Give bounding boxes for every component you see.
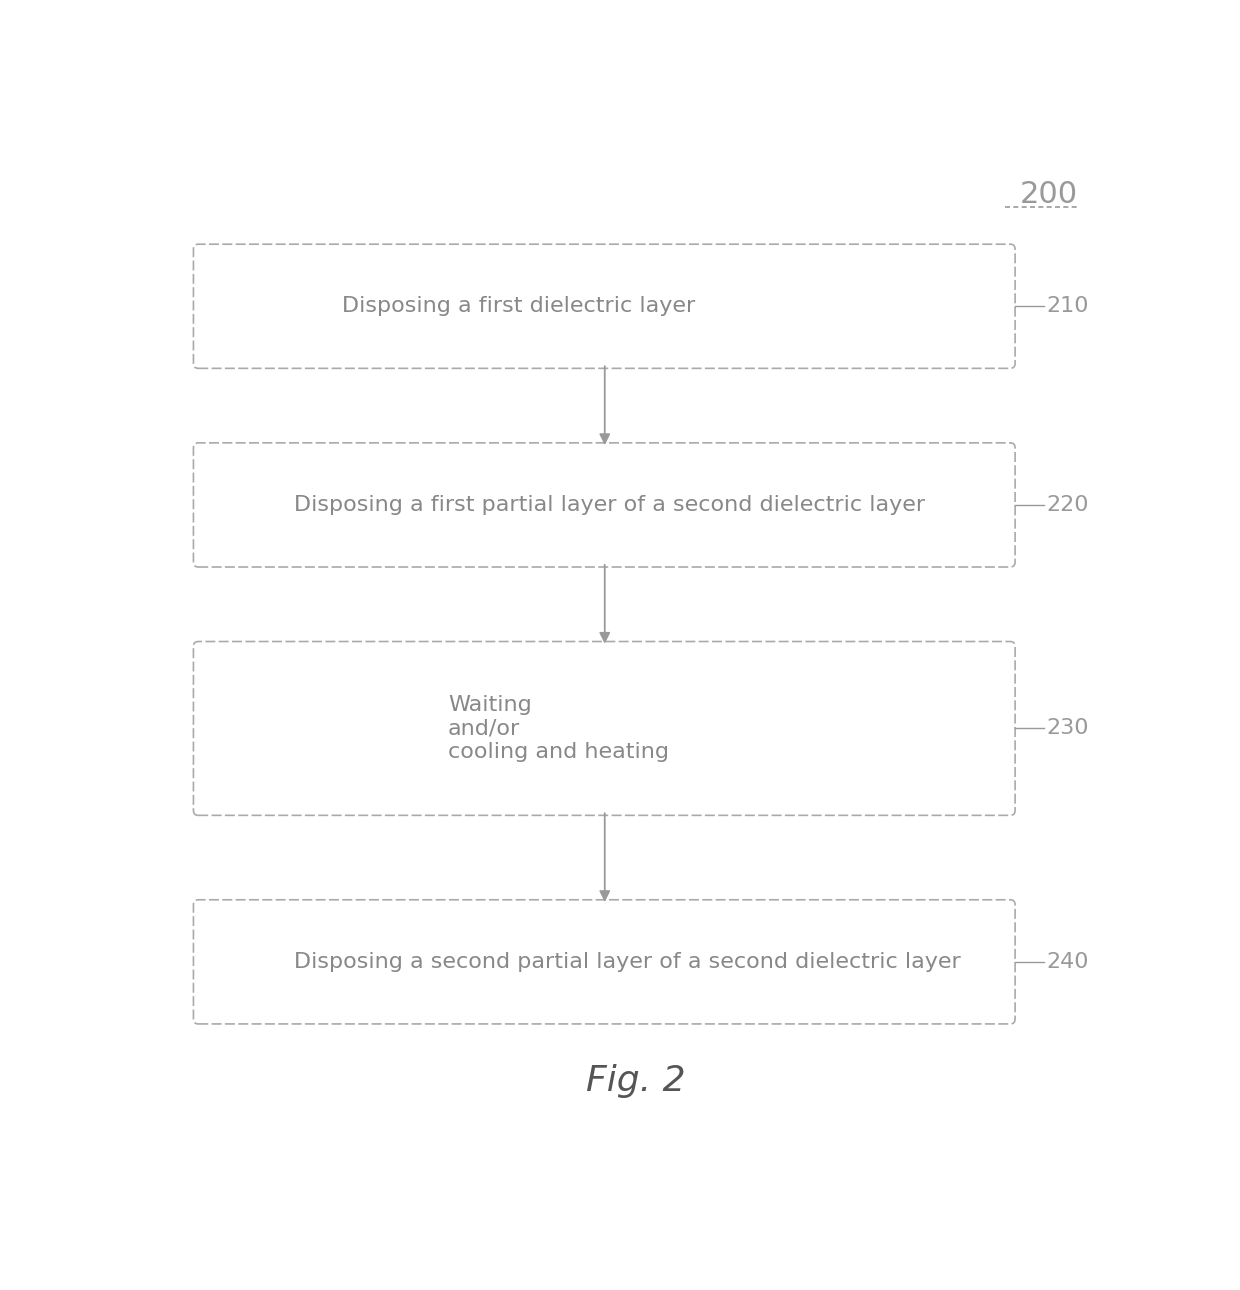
Text: 240: 240	[1047, 952, 1089, 971]
Text: 200: 200	[1019, 179, 1078, 209]
Text: Disposing a second partial layer of a second dielectric layer: Disposing a second partial layer of a se…	[294, 952, 961, 971]
Text: Fig. 2: Fig. 2	[585, 1064, 686, 1099]
Text: Disposing a first partial layer of a second dielectric layer: Disposing a first partial layer of a sec…	[294, 495, 925, 515]
Text: 210: 210	[1047, 297, 1089, 316]
Text: Waiting
and/or
cooling and heating: Waiting and/or cooling and heating	[448, 695, 670, 761]
FancyBboxPatch shape	[193, 244, 1016, 369]
FancyBboxPatch shape	[193, 641, 1016, 815]
FancyBboxPatch shape	[193, 900, 1016, 1024]
Text: 220: 220	[1047, 495, 1089, 515]
Text: Disposing a first dielectric layer: Disposing a first dielectric layer	[342, 297, 696, 316]
Text: 230: 230	[1047, 719, 1089, 738]
FancyBboxPatch shape	[193, 442, 1016, 568]
